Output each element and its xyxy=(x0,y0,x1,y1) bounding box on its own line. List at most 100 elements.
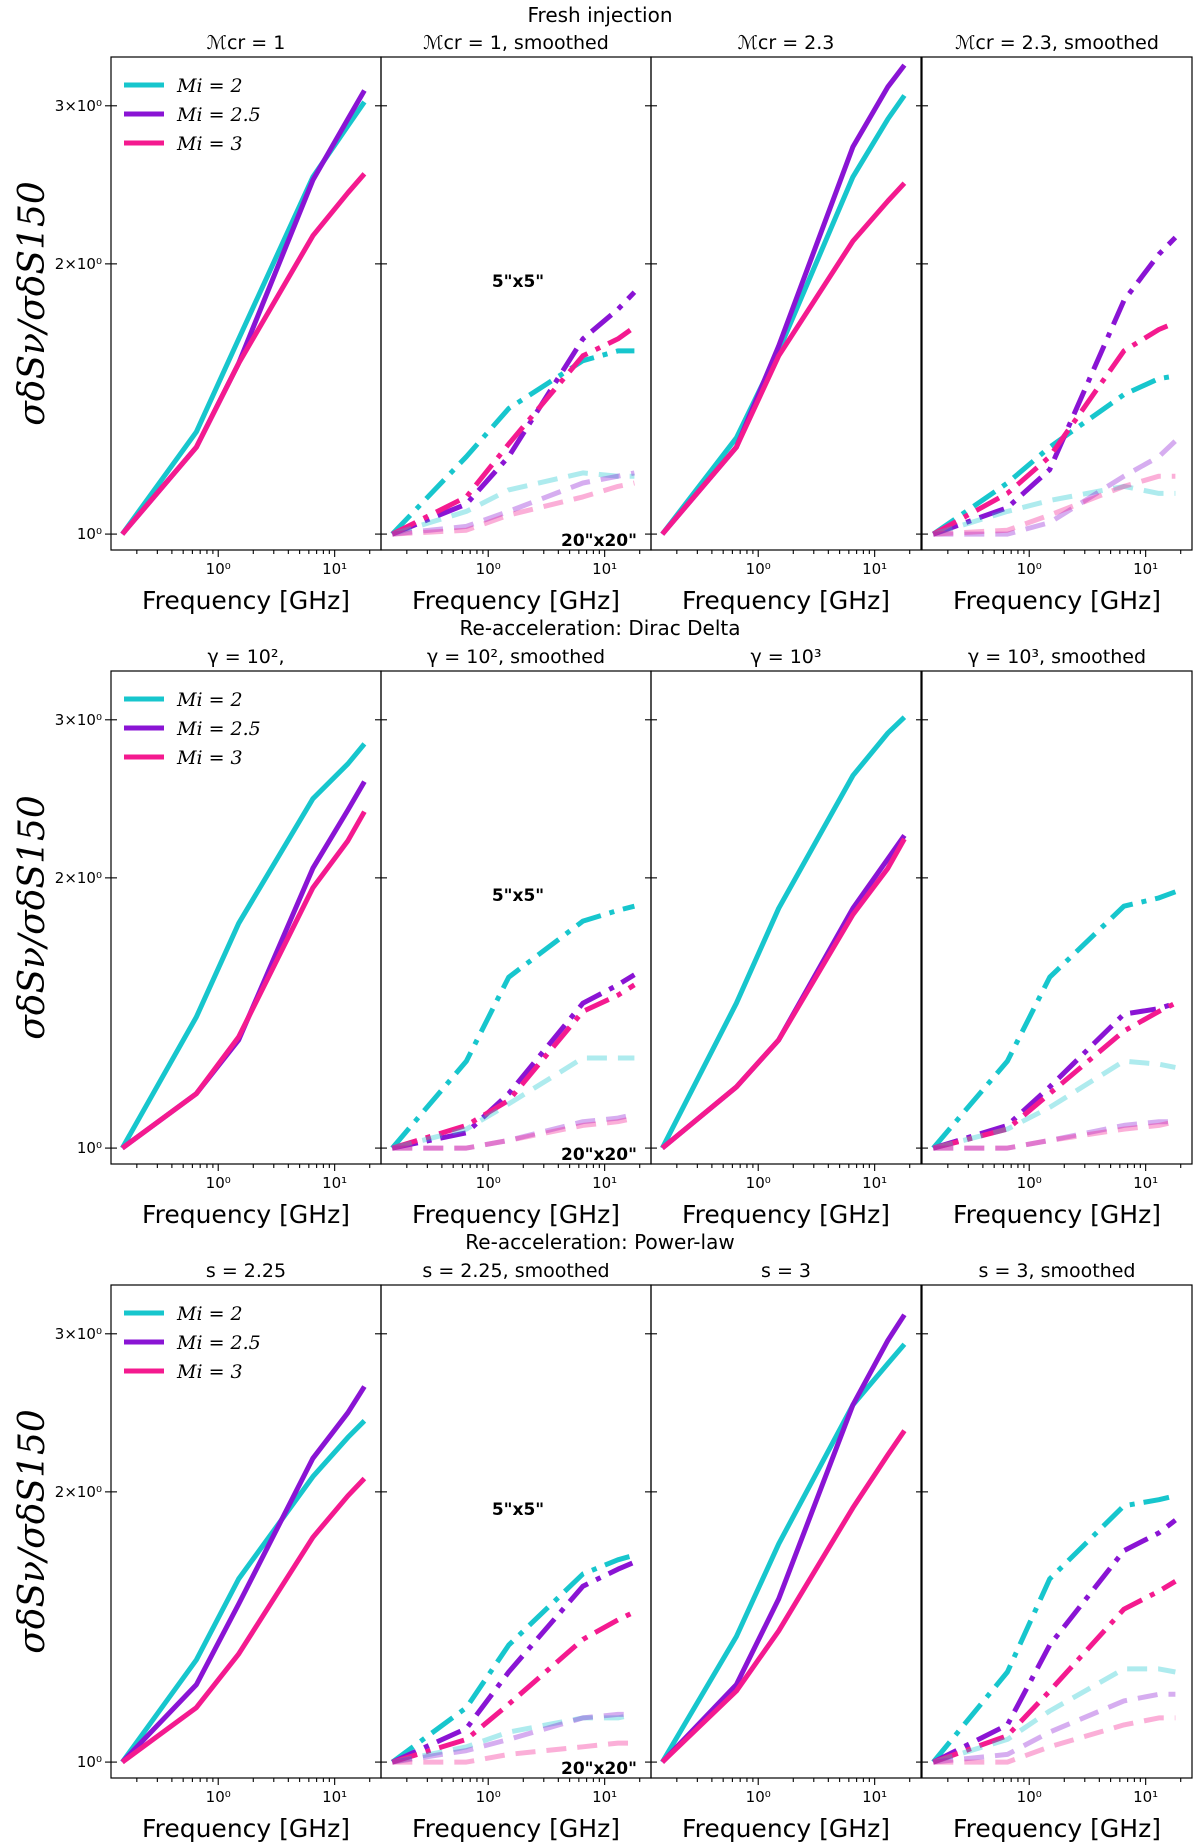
y-tick-label: 10⁰ xyxy=(77,1139,102,1157)
series-line-1-1-2 xyxy=(391,982,636,1151)
row-title-1: Re-acceleration: Dirac Delta xyxy=(460,616,741,640)
series-line-2-3-0 xyxy=(931,1493,1176,1764)
y-axis-label-1: σδSν/σδS150 xyxy=(12,795,53,1040)
series-group-0-2 xyxy=(660,63,907,536)
series-group-0-0 xyxy=(120,89,367,536)
x-tick-label: 10⁰ xyxy=(476,1788,501,1806)
series-line-0-3-1 xyxy=(932,235,1178,537)
panel-title-1-2: γ = 10³ xyxy=(750,646,821,668)
panel-2-2: s = 3 10⁰ 10¹ Frequency [GHz] xyxy=(645,1260,922,1842)
x-tick-label: 10¹ xyxy=(592,1174,617,1192)
series-line-1-3-3 xyxy=(932,1058,1176,1151)
panel-0-1: ℳcr = 1, smoothed 10⁰ 10¹ Frequency [GHz] 5"… xyxy=(375,32,652,615)
x-axis-label: Frequency [GHz] xyxy=(412,1814,620,1842)
panel-title-1-0: γ = 10², xyxy=(207,646,284,668)
series-line-0-1-4 xyxy=(392,470,635,537)
x-axis-label: Frequency [GHz] xyxy=(953,1814,1161,1842)
series-line-2-3-5 xyxy=(933,1715,1176,1765)
annotation-20x20: 20"x20" xyxy=(561,1759,637,1779)
panel-title-1-1: γ = 10², smoothed xyxy=(427,646,605,668)
series-line-1-1-5 xyxy=(392,1115,635,1151)
x-tick-label: 10⁰ xyxy=(1017,1174,1042,1192)
x-tick-label: 10¹ xyxy=(862,560,887,578)
x-axis-label: Frequency [GHz] xyxy=(142,1814,350,1842)
series-line-2-0-1 xyxy=(120,1385,367,1764)
panel-title-0-1: ℳcr = 1, smoothed xyxy=(423,32,609,54)
panel-title-1-3: γ = 10³, smoothed xyxy=(968,646,1146,668)
series-line-0-0-0 xyxy=(120,100,367,536)
series-line-0-3-3 xyxy=(932,483,1176,537)
x-axis-label: Frequency [GHz] xyxy=(682,1200,890,1229)
panel-frame-0-2 xyxy=(650,56,922,551)
series-line-0-1-2 xyxy=(391,325,636,537)
panel-2-3: s = 3, smoothed 10⁰ 10¹ Frequency [GHz] xyxy=(916,1260,1193,1842)
x-tick-label: 10⁰ xyxy=(476,1174,501,1192)
series-line-2-2-2 xyxy=(660,1429,907,1764)
series-line-2-1-1 xyxy=(391,1559,636,1765)
series-line-1-3-4 xyxy=(933,1119,1176,1151)
panel-1-3: γ = 10³, smoothed 10⁰ 10¹ Frequency [GHz] xyxy=(916,646,1193,1229)
panel-0-3: ℳcr = 2.3, smoothed 10⁰ 10¹ Frequency [GHz] xyxy=(916,32,1193,615)
panel-frame-0-3 xyxy=(921,56,1193,551)
x-tick-label: 10¹ xyxy=(592,560,617,578)
series-line-2-2-0 xyxy=(660,1342,907,1764)
series-group-2-3 xyxy=(931,1493,1177,1765)
series-line-1-3-0 xyxy=(931,889,1177,1150)
series-group-2-1 xyxy=(390,1552,636,1765)
legend-label-2: Mi = 3 xyxy=(176,133,243,155)
panel-1-2: γ = 10³ 10⁰ 10¹ Frequency [GHz] xyxy=(645,646,922,1229)
series-line-2-0-2 xyxy=(120,1476,367,1765)
x-tick-label: 10⁰ xyxy=(746,1788,771,1806)
annotation-5x5: 5"x5" xyxy=(492,1500,544,1520)
panel-1-0: γ = 10², 10⁰ 10¹ 10⁰ 2×10⁰ 3×10⁰ Frequency [G… xyxy=(55,646,382,1229)
panel-frame-1-1 xyxy=(380,670,652,1165)
series-line-1-2-0 xyxy=(660,715,907,1150)
series-line-2-1-3 xyxy=(391,1711,635,1765)
panel-frame-1-0 xyxy=(110,670,382,1165)
series-line-0-2-1 xyxy=(660,63,907,536)
row-title-2: Re-acceleration: Power-law xyxy=(465,1230,734,1254)
series-line-1-1-3 xyxy=(391,1055,635,1151)
legend-label-1: Mi = 2.5 xyxy=(176,1332,261,1354)
series-group-0-3 xyxy=(931,235,1178,537)
legend-1: Mi = 2 Mi = 2.5 Mi = 3 xyxy=(124,689,261,769)
series-line-1-0-0 xyxy=(120,742,367,1150)
x-tick-label: 10⁰ xyxy=(1017,1788,1042,1806)
series-line-1-3-5 xyxy=(933,1119,1176,1151)
legend-2: Mi = 2 Mi = 2.5 Mi = 3 xyxy=(124,1303,261,1383)
plot-layer: Fresh injection σδSν/σδS150 ℳcr = 1 10⁰ 10¹ 1… xyxy=(12,3,1193,1842)
legend-label-1: Mi = 2.5 xyxy=(176,718,261,740)
panel-title-2-2: s = 3 xyxy=(761,1260,811,1282)
legend-label-2: Mi = 3 xyxy=(176,1361,243,1383)
x-tick-label: 10⁰ xyxy=(206,560,231,578)
panel-frame-1-2 xyxy=(650,670,922,1165)
annotation-5x5: 5"x5" xyxy=(492,886,544,906)
x-tick-label: 10⁰ xyxy=(746,560,771,578)
y-tick-label: 2×10⁰ xyxy=(55,1483,102,1501)
series-line-2-1-4 xyxy=(391,1711,635,1765)
panel-title-0-0: ℳcr = 1 xyxy=(207,32,286,54)
legend-label-1: Mi = 2.5 xyxy=(176,104,261,126)
x-axis-label: Frequency [GHz] xyxy=(953,1200,1161,1229)
series-line-2-3-1 xyxy=(932,1518,1177,1765)
x-axis-label: Frequency [GHz] xyxy=(682,1814,890,1842)
panel-frame-1-3 xyxy=(921,670,1193,1165)
series-line-0-2-0 xyxy=(660,94,907,536)
x-tick-label: 10¹ xyxy=(1133,560,1158,578)
series-line-2-1-2 xyxy=(391,1609,636,1765)
legend-label-0: Mi = 2 xyxy=(176,75,243,97)
x-tick-label: 10¹ xyxy=(862,1788,887,1806)
series-line-0-1-0 xyxy=(390,348,635,536)
series-line-0-3-4 xyxy=(933,439,1178,537)
series-line-0-0-2 xyxy=(120,172,367,536)
legend-label-0: Mi = 2 xyxy=(176,689,243,711)
series-line-0-0-1 xyxy=(120,89,367,536)
series-line-2-3-4 xyxy=(933,1691,1176,1765)
panel-frame-2-0 xyxy=(110,1284,382,1779)
series-group-2-0 xyxy=(120,1385,367,1765)
legend-label-0: Mi = 2 xyxy=(176,1303,243,1325)
annotation-20x20: 20"x20" xyxy=(561,531,637,551)
series-group-0-1 xyxy=(390,290,637,537)
x-axis-label: Frequency [GHz] xyxy=(412,586,620,615)
